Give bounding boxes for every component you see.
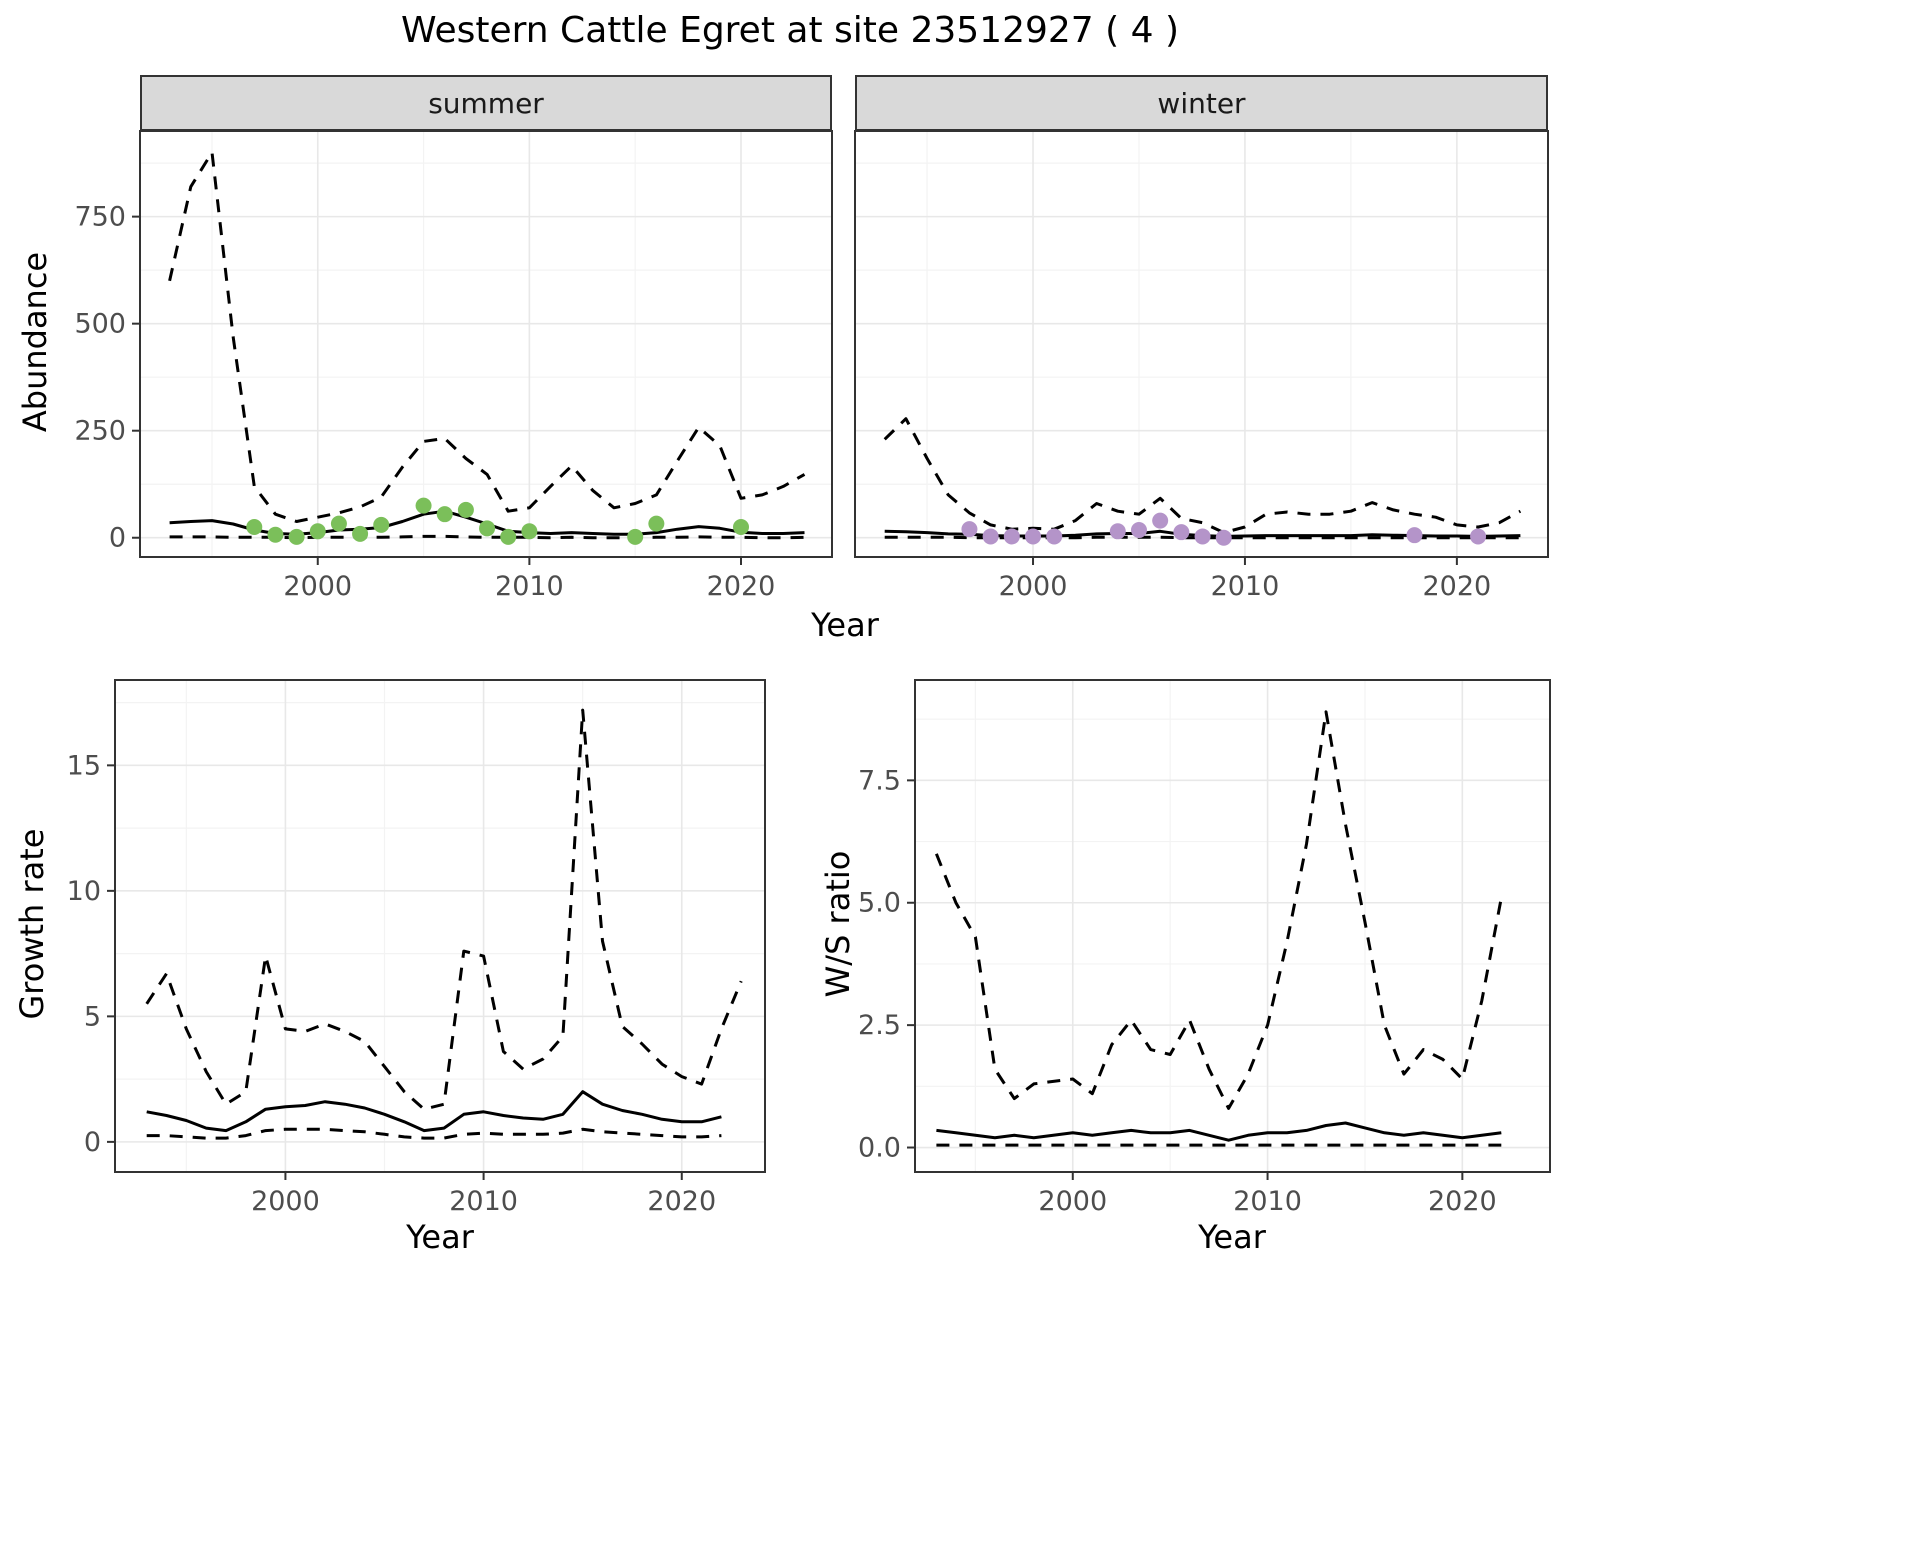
series-upper_ci	[883, 417, 1522, 535]
observation-point	[436, 506, 453, 523]
observation-point	[1194, 528, 1211, 545]
year-axis-title-top: Year	[811, 606, 879, 644]
observation-point	[1003, 528, 1020, 545]
observation-point	[267, 526, 284, 543]
y-tick-label: 0	[84, 1127, 101, 1158]
observation-point	[246, 519, 263, 536]
panel-border	[914, 679, 1551, 1173]
facet-strip-winter-label: winter	[1157, 86, 1246, 120]
observation-point	[1470, 528, 1487, 545]
series-upper_ci	[168, 150, 806, 523]
observation-point	[1046, 528, 1063, 545]
observation-point	[288, 528, 305, 545]
y-tick-label: 250	[74, 416, 126, 447]
panel-summer: 2000 2010 2020 0 250 500 750	[74, 130, 833, 602]
series-estimate	[146, 1090, 722, 1133]
y-tick-label: 500	[74, 309, 126, 340]
y-tick-label: 15	[67, 750, 101, 781]
observation-point	[373, 516, 390, 533]
observation-point	[648, 515, 665, 532]
panel-border	[114, 679, 766, 1173]
y-tick-label: 7.5	[858, 765, 901, 796]
y-tick-label: 0	[109, 523, 126, 554]
panel-growth_rate: 2000 2010 2020 0 5 10 15	[67, 679, 766, 1217]
observation-point	[1406, 527, 1423, 544]
y-tick-label: 2.5	[858, 1010, 901, 1041]
y-tick-label: 5	[84, 1001, 101, 1032]
observation-point	[733, 519, 750, 536]
panel-ws_ratio: 2000 2010 2020 0.0 2.5 5.0 7.5	[858, 679, 1551, 1217]
series-lower_ci	[146, 1127, 722, 1140]
panel-winter: 2000 2010 2020	[854, 130, 1549, 602]
series-estimate	[936, 1121, 1502, 1142]
facet-strip-summer-label: summer	[428, 86, 544, 120]
x-tick-label: 2000	[1038, 1186, 1107, 1217]
observation-point	[352, 525, 369, 542]
y-tick-label: 10	[67, 876, 101, 907]
series-lower_ci	[169, 534, 805, 540]
ws-ratio-axis-title: W/S ratio	[819, 850, 857, 998]
year-axis-title-bottom-left: Year	[406, 1218, 474, 1256]
observation-point	[457, 501, 474, 518]
panel-border	[139, 130, 833, 558]
observation-point	[1025, 528, 1042, 545]
y-tick-label: 750	[74, 202, 126, 233]
observation-point	[330, 515, 347, 532]
abundance-axis-title: Abundance	[16, 251, 54, 433]
observation-point	[521, 523, 538, 540]
series-upper_ci	[935, 710, 1503, 1110]
x-tick-label: 2000	[999, 571, 1068, 602]
observation-point	[1215, 529, 1232, 546]
observation-point	[500, 528, 517, 545]
observation-point	[982, 528, 999, 545]
growth-rate-axis-title: Growth rate	[13, 828, 51, 1020]
x-tick-label: 2010	[1233, 1186, 1302, 1217]
series-upper_ci	[145, 708, 743, 1111]
panel-border	[854, 130, 1549, 558]
x-tick-label: 2010	[1211, 571, 1280, 602]
x-tick-label: 2020	[1428, 1186, 1497, 1217]
facet-strip-summer: summer	[140, 75, 832, 131]
x-tick-label: 2010	[495, 571, 564, 602]
facet-strip-winter: winter	[855, 75, 1548, 131]
observation-point	[961, 521, 978, 538]
observation-point	[1109, 523, 1126, 540]
observation-point	[1130, 522, 1147, 539]
y-tick-label: 0.0	[858, 1133, 901, 1164]
plot-title: Western Cattle Egret at site 23512927 ( …	[400, 10, 1180, 51]
x-tick-label: 2020	[647, 1186, 716, 1217]
x-tick-label: 2020	[1423, 571, 1492, 602]
observation-point	[479, 520, 496, 537]
year-axis-title-bottom-right: Year	[1198, 1218, 1266, 1256]
observation-point	[309, 523, 326, 540]
x-tick-label: 2020	[707, 571, 776, 602]
x-tick-label: 2010	[449, 1186, 518, 1217]
observation-point	[1173, 524, 1190, 541]
x-tick-label: 2000	[283, 571, 352, 602]
observation-point	[627, 528, 644, 545]
observation-point	[415, 497, 432, 514]
y-tick-label: 5.0	[858, 888, 901, 919]
observation-point	[1152, 512, 1169, 529]
x-tick-label: 2000	[251, 1186, 320, 1217]
